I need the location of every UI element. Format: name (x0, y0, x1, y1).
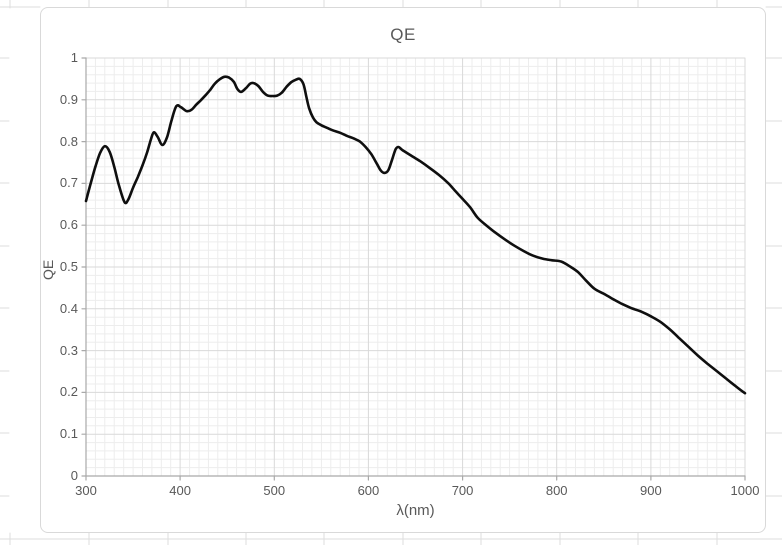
x-tick-label: 400 (169, 483, 191, 498)
y-tick-label: 0.8 (59, 133, 78, 149)
y-tick-label: 0 (70, 468, 78, 483)
y-tick-label: 1 (70, 50, 78, 65)
x-tick-label: 1000 (730, 483, 760, 498)
plot-area (81, 57, 747, 481)
y-tick-label: 0.2 (59, 384, 78, 400)
major-gridlines (85, 57, 746, 477)
x-tick-label: 800 (545, 483, 568, 498)
x-tick-label: 700 (451, 483, 474, 498)
x-tick-label: 500 (263, 483, 286, 498)
chart-title: QE (390, 25, 416, 44)
qe-curve (84, 75, 747, 395)
x-axis-title: λ(nm) (396, 502, 435, 519)
y-tick-label: 0.7 (59, 175, 78, 191)
axis-tick-marks (81, 57, 746, 481)
x-tick-label: 600 (357, 483, 380, 498)
y-tick-label: 0.1 (59, 426, 78, 442)
x-tick-label: 900 (639, 483, 662, 498)
y-axis-title: QE (40, 259, 56, 281)
y-tick-label: 0.4 (59, 300, 78, 316)
x-tick-label: 300 (75, 483, 97, 498)
y-tick-label: 0.5 (59, 259, 78, 274)
qe-chart[interactable]: QE 300 400 500 600 700 800 900 1000 0 0.1 0.2 0.3 0… (40, 7, 766, 533)
y-tick-label: 0.6 (59, 217, 78, 233)
y-tick-label: 0.9 (59, 91, 78, 107)
y-tick-label: 0.3 (59, 342, 78, 358)
